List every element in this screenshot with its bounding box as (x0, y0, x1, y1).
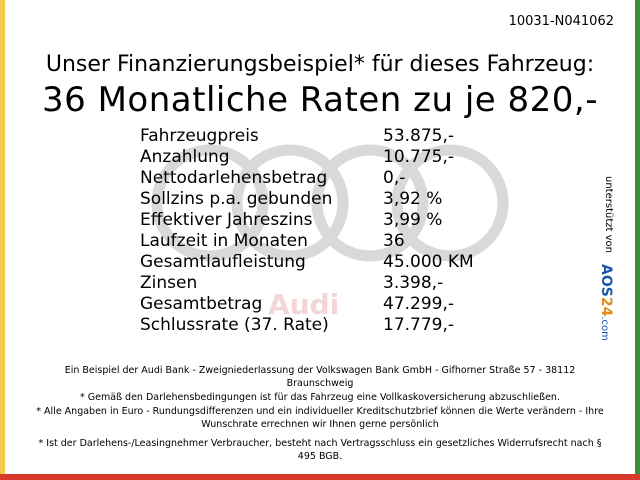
finance-row: Effektiver Jahreszins 3,99 % (140, 210, 500, 231)
logo-part-aos: AOS (598, 264, 614, 297)
finance-row: Gesamtlaufleistung 45.000 KM (140, 252, 500, 273)
audi-rings-watermark (151, 144, 509, 262)
supported-by-text: unterstützt von (603, 176, 614, 253)
sponsor-sidebar: unterstützt von AOS24.com (598, 176, 624, 356)
aos24-logo: AOS24.com (598, 264, 614, 341)
frame-right-stripe (635, 0, 640, 480)
logo-part-com: .com (599, 316, 610, 341)
row-value: 0,- (383, 168, 406, 188)
row-label: Laufzeit in Monaten (140, 231, 308, 251)
finance-row: Laufzeit in Monaten 36 (140, 231, 500, 252)
row-label: Nettodarlehensbetrag (140, 168, 328, 188)
row-label: Sollzins p.a. gebunden (140, 189, 333, 209)
footnote-withdrawal-right: * Ist der Darlehens-/Leasingnehmer Verbr… (38, 438, 602, 462)
finance-row: Nettodarlehensbetrag 0,- (140, 168, 500, 189)
row-value: 17.779,- (383, 315, 455, 335)
audi-wordmark-watermark: Audi (268, 288, 340, 321)
row-label: Zinsen (140, 273, 198, 293)
row-value: 53.875,- (383, 126, 455, 146)
row-label: Fahrzeugpreis (140, 126, 259, 146)
row-label: Anzahlung (140, 147, 230, 167)
row-label: Schlussrate (37. Rate) (140, 315, 329, 335)
footnote-euro-values: * Alle Angaben in Euro - Rundungsdiffere… (36, 406, 604, 430)
frame-bottom-stripe (0, 474, 640, 480)
finance-row: Schlussrate (37. Rate) 17.779,- (140, 315, 500, 336)
row-value: 36 (383, 231, 405, 251)
row-label: Effektiver Jahreszins (140, 210, 313, 230)
row-value: 3.398,- (383, 273, 444, 293)
footnote-insurance: * Gemäß den Darlehensbedingungen ist für… (80, 392, 560, 403)
reference-code: 10031-N041062 (508, 14, 614, 29)
row-label: Gesamtbetrag (140, 294, 263, 314)
logo-part-24: 24 (598, 296, 614, 317)
row-value: 3,99 % (383, 210, 443, 230)
row-label: Gesamtlaufleistung (140, 252, 306, 272)
finance-row: Fahrzeugpreis 53.875,- (140, 126, 500, 147)
bank-disclaimer: Ein Beispiel der Audi Bank - Zweignieder… (64, 365, 576, 389)
row-value: 3,92 % (383, 189, 443, 209)
finance-row: Anzahlung 10.775,- (140, 147, 500, 168)
row-value: 45.000 KM (383, 252, 474, 272)
monthly-rates-title: 36 Monatliche Raten zu je 820,- (42, 80, 598, 120)
frame-left-stripe (0, 0, 5, 480)
finance-row: Gesamtbetrag 47.299,- (140, 294, 500, 315)
finance-row: Sollzins p.a. gebunden 3,92 % (140, 189, 500, 210)
headline: Unser Finanzierungsbeispiel* für dieses … (45, 52, 595, 77)
row-value: 47.299,- (383, 294, 455, 314)
finance-table: Fahrzeugpreis 53.875,- Anzahlung 10.775,- … (140, 126, 500, 336)
finance-row: Zinsen 3.398,- (140, 273, 500, 294)
row-value: 10.775,- (383, 147, 455, 167)
